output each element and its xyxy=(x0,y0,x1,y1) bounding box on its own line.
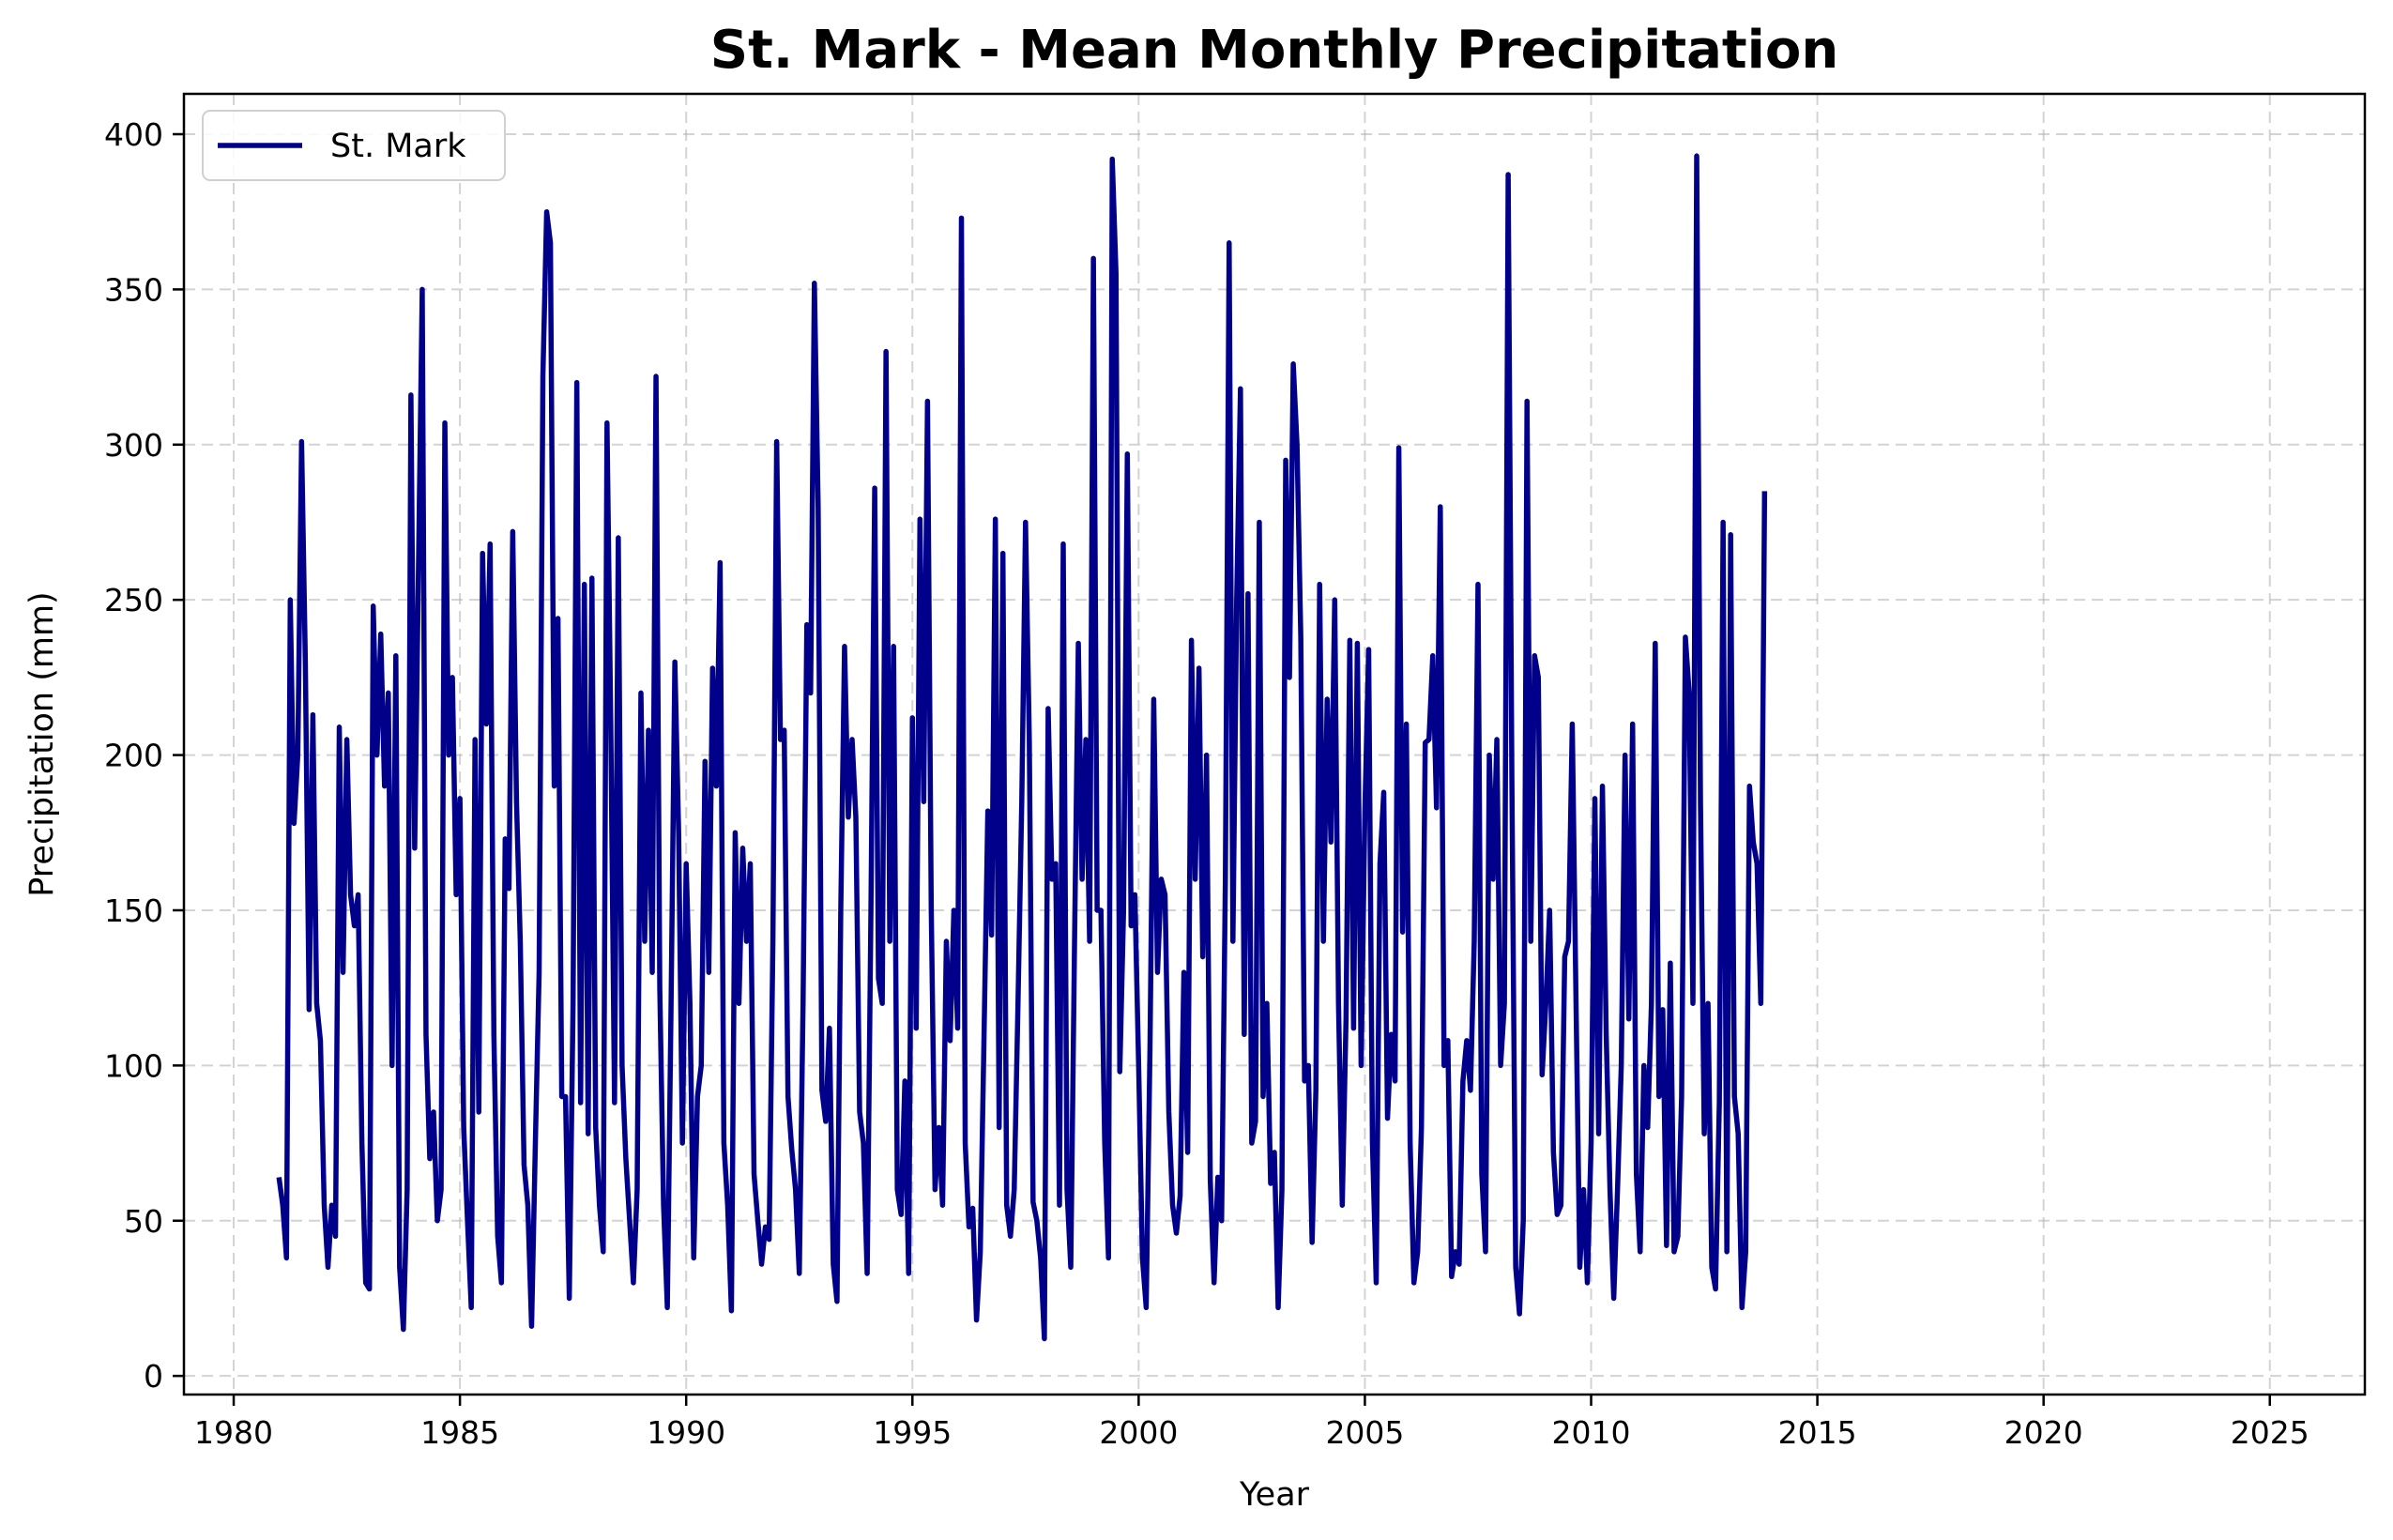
x-tick-label: 2025 xyxy=(2231,1414,2309,1451)
chart-title: St. Mark - Mean Monthly Precipitation xyxy=(710,20,1838,81)
x-tick-label: 2000 xyxy=(1099,1414,1178,1451)
y-tick-label: 300 xyxy=(104,427,163,464)
x-tick-label: 2010 xyxy=(1552,1414,1631,1451)
y-tick-label: 350 xyxy=(104,271,163,308)
x-tick-label: 1990 xyxy=(647,1414,725,1451)
x-tick-label: 2005 xyxy=(1325,1414,1404,1451)
x-tick-label: 1995 xyxy=(873,1414,952,1451)
y-tick-label: 150 xyxy=(104,892,163,929)
y-tick-label: 0 xyxy=(144,1358,163,1395)
legend-label: St. Mark xyxy=(330,128,466,165)
y-axis-label: Precipitation (mm) xyxy=(23,591,61,896)
axis-ticks: 1980 1985 1990 1995 2000 2005 2010 2015 2020 2025… xyxy=(104,116,2309,1451)
legend: St. Mark xyxy=(202,110,506,181)
plot-series xyxy=(276,153,1768,1342)
x-tick-label: 1985 xyxy=(420,1414,499,1451)
legend-box xyxy=(202,110,506,181)
grid xyxy=(184,94,2365,1395)
x-tick-label: 1980 xyxy=(194,1414,273,1451)
y-tick-label: 100 xyxy=(104,1047,163,1084)
series-line-0 xyxy=(276,153,1768,1342)
y-tick-label: 400 xyxy=(104,116,163,153)
x-axis-label: Year xyxy=(1239,1476,1310,1514)
x-tick-label: 2020 xyxy=(2004,1414,2083,1451)
x-tick-label: 2015 xyxy=(1778,1414,1857,1451)
y-tick-label: 250 xyxy=(104,582,163,618)
y-tick-label: 200 xyxy=(104,738,163,774)
plot-frame xyxy=(182,92,2367,1396)
y-tick-label: 50 xyxy=(124,1203,163,1240)
